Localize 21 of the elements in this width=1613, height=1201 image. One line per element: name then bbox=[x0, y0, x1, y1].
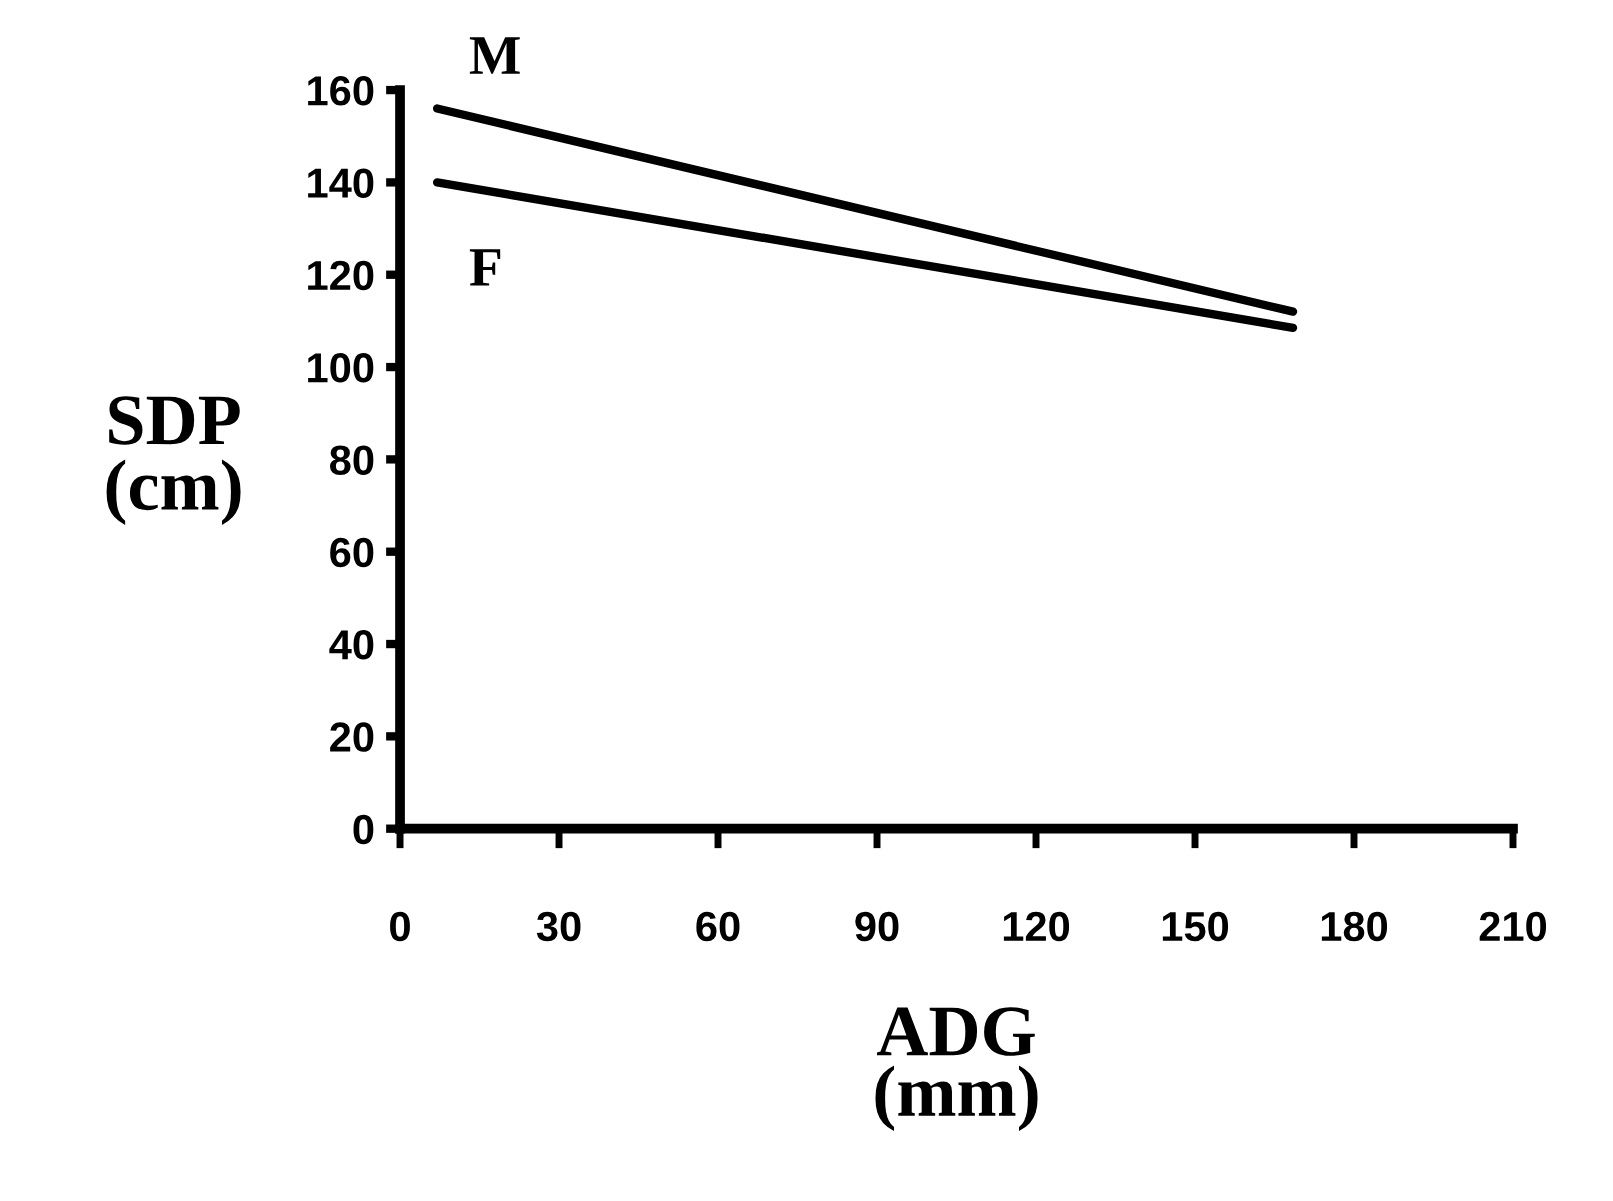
y-tick-label: 20 bbox=[330, 722, 374, 752]
y-axis-title: SDP (cm) bbox=[106, 396, 241, 525]
y-tick-label: 120 bbox=[308, 260, 374, 291]
series-label: M bbox=[469, 37, 520, 74]
x-axis-title: ADG (mm) bbox=[875, 1007, 1038, 1132]
x-tick-label: 90 bbox=[855, 911, 899, 942]
y-tick-label: 140 bbox=[308, 168, 374, 198]
x-tick-label: 150 bbox=[1162, 911, 1229, 942]
y-tick-label: 100 bbox=[308, 353, 374, 383]
y-tick-label: 0 bbox=[353, 814, 374, 845]
x-tick-label: 120 bbox=[1003, 911, 1070, 942]
series-label: F bbox=[469, 249, 501, 286]
y-tick-label: 80 bbox=[330, 445, 374, 475]
y-tick-label: 160 bbox=[308, 76, 374, 106]
y-tick-label: 40 bbox=[329, 630, 374, 660]
y-tick-label: 60 bbox=[330, 537, 374, 568]
x-tick-label: 60 bbox=[696, 911, 740, 942]
x-tick-label: 30 bbox=[536, 911, 581, 942]
x-tick-label: 0 bbox=[390, 911, 410, 942]
x-tick-label: 180 bbox=[1321, 911, 1388, 942]
x-tick-label: 210 bbox=[1479, 911, 1547, 942]
